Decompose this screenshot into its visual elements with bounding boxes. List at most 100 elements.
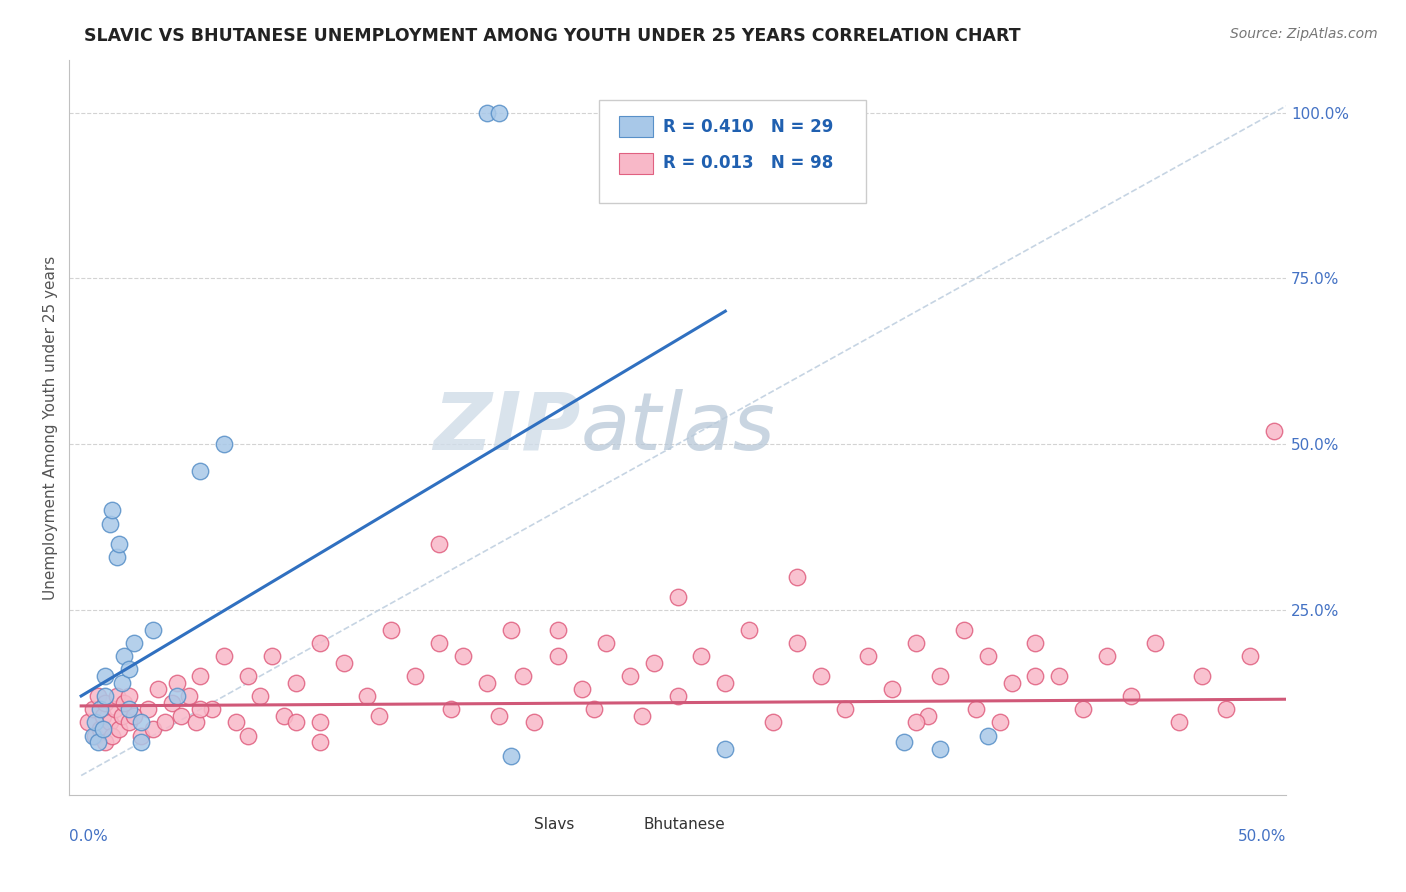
Point bbox=[451, 649, 474, 664]
Point bbox=[108, 536, 131, 550]
Point bbox=[94, 696, 117, 710]
Point bbox=[929, 669, 952, 683]
Point bbox=[136, 702, 159, 716]
Point bbox=[94, 735, 117, 749]
Point bbox=[499, 748, 522, 763]
Point bbox=[105, 549, 128, 564]
Point bbox=[146, 682, 169, 697]
Point bbox=[1239, 649, 1261, 664]
Bar bbox=[501, 816, 527, 832]
Point bbox=[308, 715, 330, 730]
Point bbox=[1024, 636, 1046, 650]
Point bbox=[380, 623, 402, 637]
Text: SLAVIC VS BHUTANESE UNEMPLOYMENT AMONG YOUTH UNDER 25 YEARS CORRELATION CHART: SLAVIC VS BHUTANESE UNEMPLOYMENT AMONG Y… bbox=[84, 27, 1021, 45]
Point bbox=[1215, 702, 1237, 716]
Point bbox=[91, 722, 114, 736]
Point bbox=[103, 702, 125, 716]
FancyBboxPatch shape bbox=[599, 100, 866, 203]
Point bbox=[1143, 636, 1166, 650]
Point bbox=[82, 729, 104, 743]
Point bbox=[965, 702, 987, 716]
Point bbox=[112, 649, 135, 664]
Point bbox=[499, 623, 522, 637]
Point bbox=[190, 702, 212, 716]
Text: R = 0.410   N = 29: R = 0.410 N = 29 bbox=[664, 118, 834, 136]
Point bbox=[84, 715, 107, 730]
Point bbox=[94, 669, 117, 683]
Point bbox=[1071, 702, 1094, 716]
Point bbox=[595, 636, 617, 650]
Point bbox=[91, 709, 114, 723]
Text: atlas: atlas bbox=[581, 389, 775, 467]
Point bbox=[142, 722, 165, 736]
Point bbox=[666, 590, 689, 604]
Text: ZIP: ZIP bbox=[433, 389, 581, 467]
Point bbox=[1000, 675, 1022, 690]
Point bbox=[111, 675, 134, 690]
Point bbox=[893, 735, 915, 749]
Point bbox=[108, 722, 131, 736]
Text: 50.0%: 50.0% bbox=[1237, 829, 1286, 844]
Point bbox=[666, 689, 689, 703]
Point bbox=[77, 715, 100, 730]
Point bbox=[184, 715, 207, 730]
Point bbox=[89, 722, 111, 736]
Point bbox=[273, 709, 295, 723]
Point bbox=[1263, 424, 1285, 438]
Point bbox=[87, 735, 110, 749]
Point bbox=[714, 675, 737, 690]
Point bbox=[101, 503, 124, 517]
Point bbox=[177, 689, 200, 703]
Text: Bhutanese: Bhutanese bbox=[644, 816, 725, 831]
Point bbox=[690, 649, 713, 664]
Point bbox=[94, 689, 117, 703]
Text: R = 0.013   N = 98: R = 0.013 N = 98 bbox=[664, 154, 834, 172]
Point bbox=[214, 649, 236, 664]
Point bbox=[1119, 689, 1142, 703]
Point bbox=[225, 715, 247, 730]
Point bbox=[118, 663, 141, 677]
Point bbox=[160, 696, 183, 710]
Text: Source: ZipAtlas.com: Source: ZipAtlas.com bbox=[1230, 27, 1378, 41]
Point bbox=[284, 715, 307, 730]
Point bbox=[905, 715, 928, 730]
Point bbox=[214, 437, 236, 451]
Point bbox=[129, 729, 152, 743]
Point bbox=[153, 715, 176, 730]
Point bbox=[440, 702, 463, 716]
Text: Slavs: Slavs bbox=[534, 816, 575, 831]
Point bbox=[547, 623, 569, 637]
Bar bbox=[619, 153, 654, 174]
Point bbox=[238, 669, 260, 683]
Point bbox=[882, 682, 904, 697]
Point bbox=[166, 689, 188, 703]
Point bbox=[118, 715, 141, 730]
Point bbox=[1095, 649, 1118, 664]
Point bbox=[308, 735, 330, 749]
Point bbox=[1167, 715, 1189, 730]
Point bbox=[488, 105, 510, 120]
Point bbox=[858, 649, 880, 664]
Point bbox=[170, 709, 193, 723]
Point bbox=[284, 675, 307, 690]
Point bbox=[714, 742, 737, 756]
Point bbox=[977, 729, 1000, 743]
Point bbox=[249, 689, 271, 703]
Point bbox=[1024, 669, 1046, 683]
Point bbox=[112, 696, 135, 710]
Point bbox=[118, 689, 141, 703]
Point bbox=[129, 735, 152, 749]
Point bbox=[356, 689, 378, 703]
Point bbox=[98, 715, 121, 730]
Point bbox=[977, 649, 1000, 664]
Point bbox=[368, 709, 391, 723]
Point bbox=[583, 702, 606, 716]
Point bbox=[308, 636, 330, 650]
Point bbox=[190, 464, 212, 478]
Point bbox=[89, 702, 111, 716]
Point bbox=[118, 702, 141, 716]
Point bbox=[953, 623, 976, 637]
Point bbox=[201, 702, 224, 716]
Point bbox=[488, 709, 510, 723]
Y-axis label: Unemployment Among Youth under 25 years: Unemployment Among Youth under 25 years bbox=[44, 255, 58, 599]
